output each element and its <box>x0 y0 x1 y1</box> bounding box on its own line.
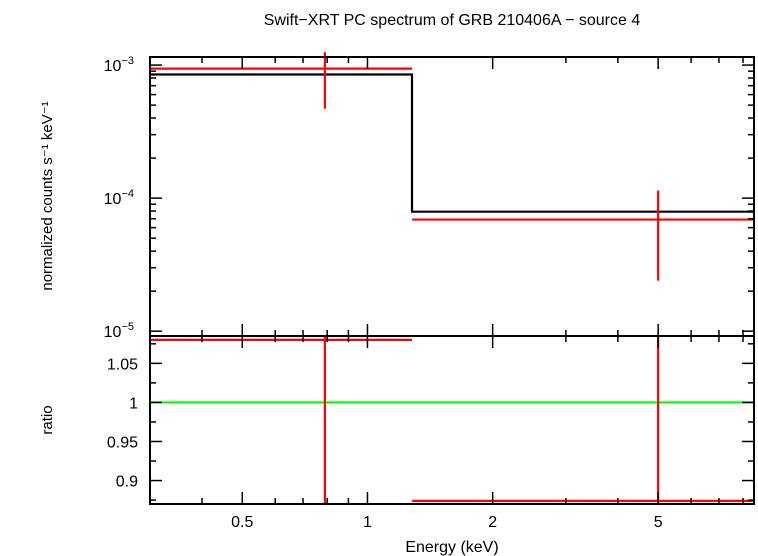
y-tick-label: 10−4 <box>104 188 134 208</box>
y-tick-label: 1 <box>129 395 138 412</box>
x-axis: 0.5 1 2 5 <box>149 57 744 531</box>
ratio-frame <box>149 335 755 505</box>
data-point <box>150 336 413 504</box>
x-tick-label: 1 <box>363 514 372 531</box>
y-tick-label: 0.95 <box>107 434 138 451</box>
x-tick-label: 5 <box>654 514 663 531</box>
x-axis-label: Energy (keV) <box>405 539 498 556</box>
data-point <box>412 190 754 281</box>
ratio-panel: 0.9 0.95 1 1.05 ratio <box>39 335 755 505</box>
model-line <box>150 73 754 213</box>
y-tick-label: 10−5 <box>104 321 134 341</box>
x-tick-label: 0.5 <box>231 514 253 531</box>
y-tick-label: 10−3 <box>104 55 134 75</box>
chart-title: Swift−XRT PC spectrum of GRB 210406A − s… <box>264 12 641 29</box>
y-tick-label: 0.9 <box>116 474 138 491</box>
spectrum-ylabel: normalized counts s⁻¹ keV⁻¹ <box>39 101 56 290</box>
x-tick-label: 2 <box>488 514 497 531</box>
y-tick-label: 1.05 <box>107 356 138 373</box>
ratio-ylabel: ratio <box>39 405 56 434</box>
spectrum-panel: 10−3 10−4 10−5 normalized counts s⁻¹ keV⁻¹ <box>39 52 755 341</box>
spectrum-frame <box>149 56 755 337</box>
data-point <box>150 52 413 109</box>
data-point <box>412 336 754 504</box>
